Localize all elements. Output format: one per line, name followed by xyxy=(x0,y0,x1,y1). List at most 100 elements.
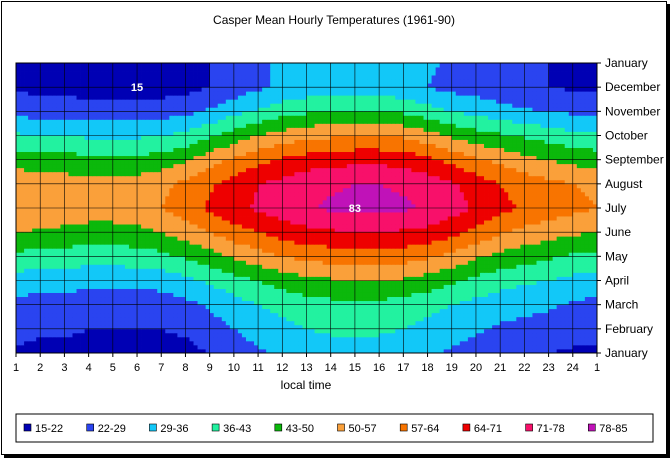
contour-cell xyxy=(588,320,594,326)
contour-cell xyxy=(528,228,533,233)
contour-cell xyxy=(52,336,57,342)
contour-cell xyxy=(306,296,311,302)
contour-cell xyxy=(354,332,360,338)
contour-cell xyxy=(326,240,332,245)
contour-cell xyxy=(116,300,122,306)
contour-cell xyxy=(592,260,598,265)
contour-cell xyxy=(254,320,259,326)
contour-cell xyxy=(403,228,408,233)
contour-cell xyxy=(116,292,122,298)
contour-cell xyxy=(28,276,33,281)
contour-cell xyxy=(314,332,319,338)
contour-cell xyxy=(225,268,231,273)
contour-cell xyxy=(459,240,465,245)
contour-cell xyxy=(580,312,586,318)
contour-cell xyxy=(270,284,275,289)
contour-cell xyxy=(548,216,554,221)
contour-cell xyxy=(318,268,324,273)
contour-cell xyxy=(338,288,344,293)
contour-cell xyxy=(516,244,521,249)
contour-cell xyxy=(84,240,90,245)
contour-cell xyxy=(354,312,360,318)
contour-cell xyxy=(338,340,344,346)
contour-cell xyxy=(282,224,287,229)
contour-cell xyxy=(387,216,392,221)
contour-cell xyxy=(221,276,227,281)
contour-cell xyxy=(463,240,469,245)
contour-cell xyxy=(173,252,178,257)
contour-cell xyxy=(241,252,247,257)
contour-cell xyxy=(32,304,37,310)
contour-cell xyxy=(221,232,227,237)
contour-cell xyxy=(28,344,33,350)
contour-cell xyxy=(76,224,81,229)
contour-cell xyxy=(294,328,299,334)
contour-cell xyxy=(237,336,243,342)
contour-cell xyxy=(149,252,154,257)
contour-cell xyxy=(225,324,231,330)
contour-cell xyxy=(560,300,566,306)
contour-cell xyxy=(189,260,194,265)
contour-cell xyxy=(133,272,138,277)
contour-cell xyxy=(290,240,295,245)
contour-cell xyxy=(463,300,469,306)
contour-cell xyxy=(451,308,457,314)
contour-cell xyxy=(72,296,77,302)
contour-cell xyxy=(120,280,126,285)
contour-cell xyxy=(411,304,416,310)
contour-cell xyxy=(16,252,21,257)
contour-cell xyxy=(350,316,356,322)
contour-cell xyxy=(310,272,315,277)
contour-cell xyxy=(282,348,287,354)
contour-cell xyxy=(520,320,525,326)
contour-cell xyxy=(221,280,227,285)
contour-cell xyxy=(254,220,259,225)
contour-cell xyxy=(488,252,493,257)
contour-cell xyxy=(455,280,461,285)
contour-cell xyxy=(201,260,207,265)
contour-cell xyxy=(346,304,352,310)
contour-cell xyxy=(241,332,247,338)
contour-cell xyxy=(572,348,578,354)
contour-cell xyxy=(161,308,166,314)
contour-cell xyxy=(395,344,400,350)
contour-cell xyxy=(479,308,485,314)
contour-cell xyxy=(552,228,558,233)
contour-cell xyxy=(580,296,586,302)
contour-cell xyxy=(153,268,158,273)
contour-cell xyxy=(48,248,53,253)
contour-cell xyxy=(326,220,332,225)
contour-cell xyxy=(572,244,578,249)
contour-cell xyxy=(540,336,545,342)
contour-cell xyxy=(350,284,356,289)
contour-cell xyxy=(540,276,545,281)
contour-cell xyxy=(262,232,267,237)
contour-cell xyxy=(576,288,582,293)
contour-cell xyxy=(403,328,408,334)
contour-cell xyxy=(387,316,392,322)
contour-cell xyxy=(496,236,501,241)
contour-cell xyxy=(157,244,162,249)
contour-cell xyxy=(173,308,178,314)
contour-cell xyxy=(322,240,328,245)
contour-cell xyxy=(149,304,154,310)
contour-cell xyxy=(471,236,477,241)
contour-cell xyxy=(165,248,170,253)
contour-cell xyxy=(266,232,271,237)
contour-cell xyxy=(84,248,90,253)
contour-cell xyxy=(403,232,408,237)
contour-cell xyxy=(201,320,207,326)
contour-cell xyxy=(266,236,271,241)
contour-cell xyxy=(145,224,150,229)
contour-cell xyxy=(471,324,477,330)
contour-cell xyxy=(338,244,344,249)
contour-cell xyxy=(564,280,570,285)
contour-cell xyxy=(540,252,545,257)
contour-cell xyxy=(367,224,372,229)
contour-cell xyxy=(592,348,598,354)
contour-cell xyxy=(149,244,154,249)
contour-cell xyxy=(512,304,517,310)
contour-cell xyxy=(479,268,485,273)
contour-cell xyxy=(439,216,445,221)
contour-cell xyxy=(540,228,545,233)
